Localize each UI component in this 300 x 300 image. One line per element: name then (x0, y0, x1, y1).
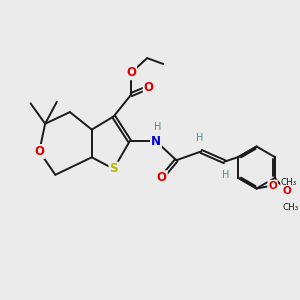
Text: H: H (196, 133, 203, 143)
Text: O: O (126, 66, 136, 79)
Text: N: N (151, 135, 161, 148)
Text: CH₃: CH₃ (283, 203, 299, 212)
Text: H: H (154, 122, 161, 132)
Text: O: O (268, 181, 277, 190)
Text: O: O (282, 186, 291, 196)
Text: O: O (34, 145, 44, 158)
Text: O: O (144, 81, 154, 94)
Text: S: S (110, 163, 118, 176)
Text: O: O (157, 171, 167, 184)
Text: CH₃: CH₃ (280, 178, 297, 187)
Text: H: H (222, 170, 230, 180)
